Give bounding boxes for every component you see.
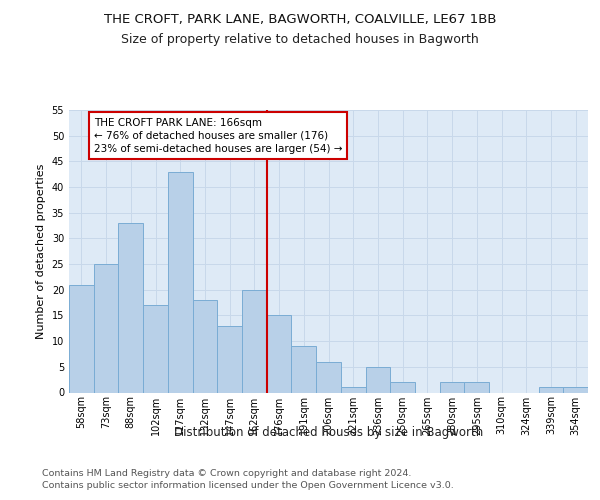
Bar [69, 284, 94, 393]
Bar [267, 316, 292, 392]
Bar [168, 172, 193, 392]
Bar [563, 388, 588, 392]
Text: THE CROFT, PARK LANE, BAGWORTH, COALVILLE, LE67 1BB: THE CROFT, PARK LANE, BAGWORTH, COALVILL… [104, 12, 496, 26]
Bar [390, 382, 415, 392]
Text: Distribution of detached houses by size in Bagworth: Distribution of detached houses by size … [174, 426, 484, 439]
Y-axis label: Number of detached properties: Number of detached properties [36, 164, 46, 339]
Bar [539, 388, 563, 392]
Bar [94, 264, 118, 392]
Text: Size of property relative to detached houses in Bagworth: Size of property relative to detached ho… [121, 32, 479, 46]
Bar [341, 388, 365, 392]
Bar [242, 290, 267, 392]
Bar [365, 367, 390, 392]
Bar [440, 382, 464, 392]
Bar [292, 346, 316, 393]
Bar [193, 300, 217, 392]
Bar [316, 362, 341, 392]
Text: Contains HM Land Registry data © Crown copyright and database right 2024.: Contains HM Land Registry data © Crown c… [42, 469, 412, 478]
Bar [217, 326, 242, 392]
Text: Contains public sector information licensed under the Open Government Licence v3: Contains public sector information licen… [42, 481, 454, 490]
Bar [118, 223, 143, 392]
Text: THE CROFT PARK LANE: 166sqm
← 76% of detached houses are smaller (176)
23% of se: THE CROFT PARK LANE: 166sqm ← 76% of det… [94, 118, 342, 154]
Bar [143, 305, 168, 392]
Bar [464, 382, 489, 392]
